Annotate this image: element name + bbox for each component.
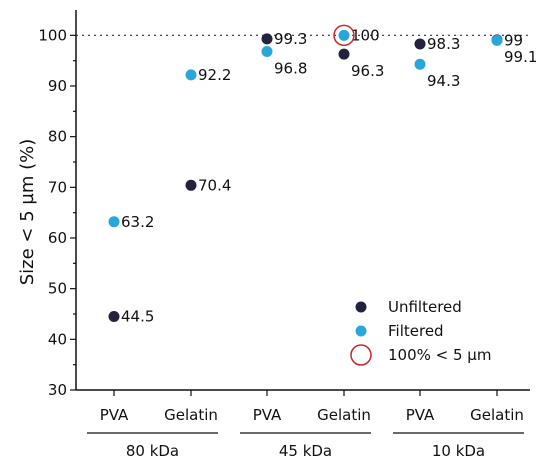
highlight-ring [333, 24, 355, 47]
data-label: 99 [504, 31, 523, 49]
data-point-filtered [261, 46, 273, 58]
x-category-label: PVA [253, 406, 282, 424]
y-tick-label: 30 [48, 381, 67, 399]
y-tick-label: 40 [48, 330, 67, 348]
data-label: 100 [351, 26, 380, 44]
x-groups: 80 kDa 45 kDa 10 kDa [87, 432, 524, 460]
data-label: 94.3 [427, 72, 460, 90]
legend-label: Unfiltered [388, 298, 462, 316]
y-tick-label: 90 [48, 77, 67, 95]
legend-label: 100% < 5 µm [388, 346, 491, 364]
y-tick-label: 60 [48, 229, 67, 247]
data-label: 44.5 [121, 308, 154, 326]
data-point-unfiltered [338, 48, 350, 60]
data-label: 70.4 [198, 176, 231, 194]
data-label: 96.8 [274, 60, 307, 78]
axes [75, 10, 530, 391]
y-tick-label: 80 [48, 128, 67, 146]
data-point-unfiltered [108, 311, 120, 323]
data-points: 44.5 70.4 99.3 96.3 98.3 99.1 63.2 92.2 96.8 100 9… [108, 24, 537, 326]
x-categories: PVA Gelatin PVA Gelatin PVA Gelatin [100, 390, 524, 424]
legend: Unfiltered Filtered 100% < 5 µm [350, 298, 491, 366]
data-label: 92.2 [198, 66, 231, 84]
x-category-label: Gelatin [164, 406, 218, 424]
legend-marker [355, 301, 367, 313]
data-label: 99.3 [274, 30, 307, 48]
data-label: 98.3 [427, 35, 460, 53]
data-point-filtered [108, 216, 120, 228]
x-category-label: PVA [100, 406, 129, 424]
data-label: 99.1 [504, 48, 537, 66]
y-axis-label: Size < 5 µm (%) [17, 139, 38, 286]
data-point-filtered [414, 58, 426, 70]
data-point-unfiltered [414, 38, 426, 50]
legend-marker [355, 325, 367, 337]
data-point-unfiltered [185, 179, 197, 191]
y-tick-label: 70 [48, 178, 67, 196]
x-category-label: Gelatin [317, 406, 371, 424]
x-category-label: Gelatin [470, 406, 524, 424]
data-label: 96.3 [351, 62, 384, 80]
group-label: 45 kDa [279, 442, 332, 460]
data-label: 63.2 [121, 213, 154, 231]
group-label: 80 kDa [126, 442, 179, 460]
legend-marker-ring [350, 344, 372, 366]
data-point-filtered [185, 69, 197, 81]
data-point-unfiltered [261, 33, 273, 45]
legend-label: Filtered [388, 322, 444, 340]
y-ticks: 30 40 50 60 70 80 90 100 [38, 26, 76, 399]
data-point-filtered [491, 34, 503, 46]
group-label: 10 kDa [432, 442, 485, 460]
x-category-label: PVA [406, 406, 435, 424]
data-point-filtered [338, 29, 350, 41]
y-tick-label: 100 [38, 26, 67, 44]
y-tick-label: 50 [48, 280, 67, 298]
